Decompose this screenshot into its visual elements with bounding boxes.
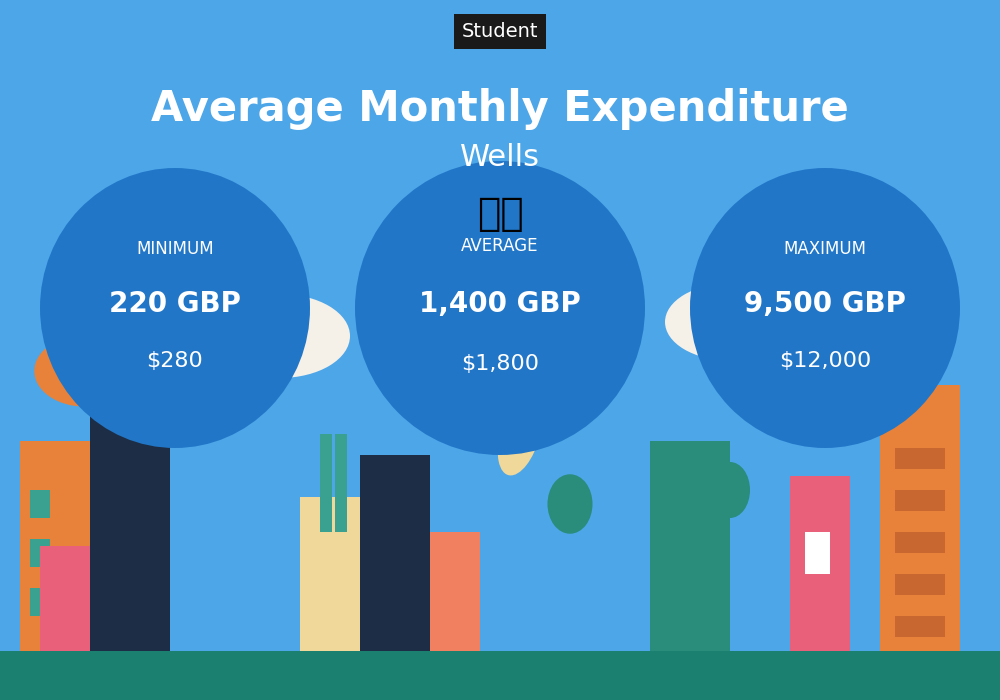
Text: 🇬🇧: 🇬🇧 xyxy=(477,195,523,232)
FancyBboxPatch shape xyxy=(805,532,830,574)
Ellipse shape xyxy=(690,168,960,448)
FancyBboxPatch shape xyxy=(300,497,360,651)
Ellipse shape xyxy=(710,462,750,518)
Ellipse shape xyxy=(355,161,645,455)
Text: $280: $280 xyxy=(147,351,203,371)
FancyBboxPatch shape xyxy=(430,532,480,651)
FancyBboxPatch shape xyxy=(90,406,170,651)
Text: Wells: Wells xyxy=(460,143,540,172)
Text: 9,500 GBP: 9,500 GBP xyxy=(744,290,906,318)
FancyBboxPatch shape xyxy=(320,434,332,532)
Text: AVERAGE: AVERAGE xyxy=(461,237,539,256)
FancyBboxPatch shape xyxy=(895,532,945,553)
Text: 1,400 GBP: 1,400 GBP xyxy=(419,290,581,318)
FancyBboxPatch shape xyxy=(360,455,430,651)
Text: Student: Student xyxy=(462,22,538,41)
Ellipse shape xyxy=(735,304,825,368)
Ellipse shape xyxy=(548,475,592,533)
Text: MAXIMUM: MAXIMUM xyxy=(784,240,866,258)
Circle shape xyxy=(35,336,135,406)
FancyBboxPatch shape xyxy=(0,651,1000,700)
FancyBboxPatch shape xyxy=(790,476,850,651)
FancyBboxPatch shape xyxy=(895,616,945,637)
Ellipse shape xyxy=(665,284,795,360)
Ellipse shape xyxy=(498,393,542,475)
FancyBboxPatch shape xyxy=(650,441,730,651)
Ellipse shape xyxy=(210,294,350,378)
FancyBboxPatch shape xyxy=(880,385,960,651)
FancyBboxPatch shape xyxy=(20,441,90,651)
FancyBboxPatch shape xyxy=(30,588,50,616)
Text: MINIMUM: MINIMUM xyxy=(136,240,214,258)
Ellipse shape xyxy=(40,168,310,448)
FancyBboxPatch shape xyxy=(335,434,347,532)
Ellipse shape xyxy=(180,318,260,382)
FancyBboxPatch shape xyxy=(895,574,945,595)
Text: $1,800: $1,800 xyxy=(461,354,539,374)
FancyBboxPatch shape xyxy=(895,490,945,511)
FancyBboxPatch shape xyxy=(30,539,50,567)
Text: $12,000: $12,000 xyxy=(779,351,871,371)
FancyBboxPatch shape xyxy=(30,490,50,518)
FancyBboxPatch shape xyxy=(895,448,945,469)
FancyBboxPatch shape xyxy=(40,546,90,651)
Circle shape xyxy=(715,340,805,402)
Text: Average Monthly Expenditure: Average Monthly Expenditure xyxy=(151,88,849,130)
Text: 220 GBP: 220 GBP xyxy=(109,290,241,318)
